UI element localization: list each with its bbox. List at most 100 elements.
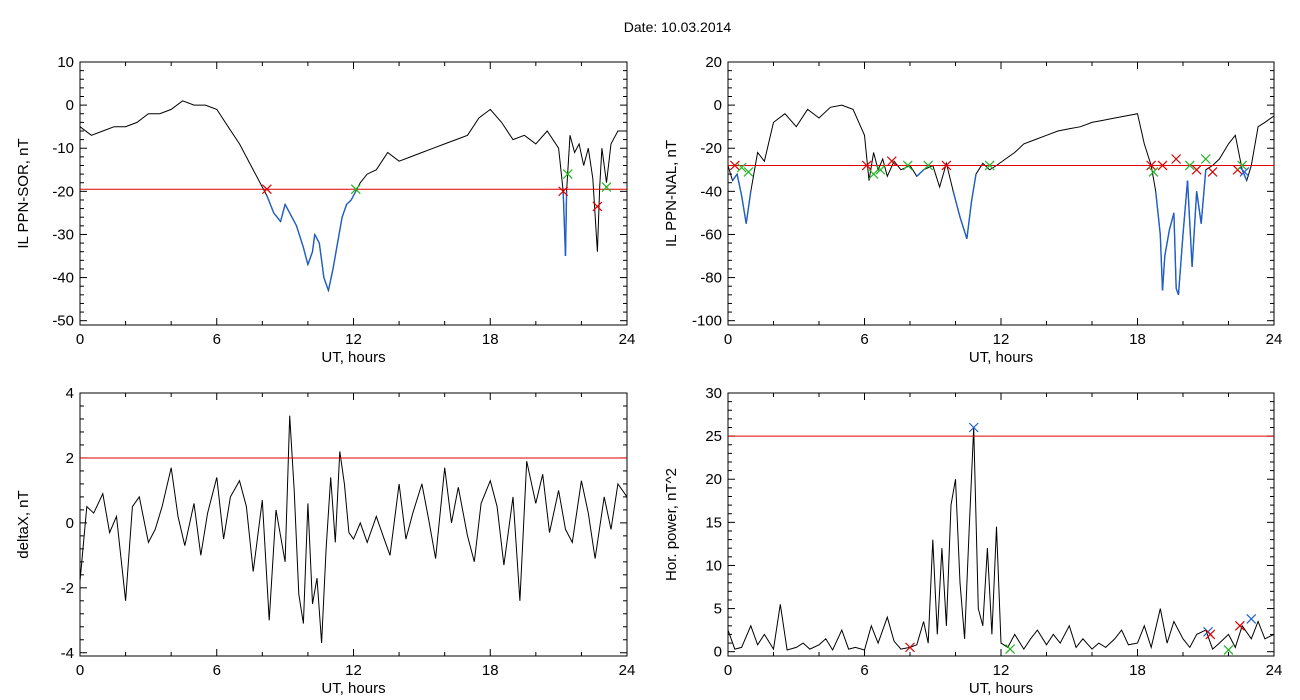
below-threshold-segment xyxy=(332,242,339,270)
cross-marker-green xyxy=(736,162,747,173)
cross-stroke xyxy=(736,162,747,173)
x-tick-label: 0 xyxy=(724,662,732,679)
x-tick-label: 24 xyxy=(1266,331,1283,348)
x-tick-label: 24 xyxy=(1266,662,1283,679)
cross-marker-red xyxy=(729,160,740,171)
y-tick-label: 20 xyxy=(705,54,722,71)
chart-panel-1: 0 6 12 18 24 10 0 -10 -20 -30 -40 -50 UT, hours IL PP… xyxy=(15,54,635,366)
y-tick-label: 5 xyxy=(714,601,722,618)
y-tick-label: -40 xyxy=(52,270,74,287)
y-tick-label: 25 xyxy=(705,428,722,445)
below-threshold-segment xyxy=(327,268,334,291)
below-threshold-segment xyxy=(350,191,357,201)
cross-marker-green xyxy=(350,184,361,195)
below-threshold-segment xyxy=(1159,234,1164,291)
y-tick-label: -20 xyxy=(52,183,74,200)
y-tick-label: 0 xyxy=(714,644,722,661)
below-threshold-segment xyxy=(1182,180,1189,235)
plot-area xyxy=(80,100,627,293)
y-axis-label: IL PPN-SOR, nT xyxy=(15,138,32,248)
cross-stroke xyxy=(1246,613,1257,624)
cross-stroke xyxy=(923,160,934,171)
below-threshold-segment xyxy=(346,199,352,205)
cross-marker-red xyxy=(1171,154,1182,164)
x-tick-label: 18 xyxy=(482,331,499,348)
y-tick-label: 4 xyxy=(66,385,74,402)
y-axis-label: deltaX, nT xyxy=(15,490,32,558)
plot-area xyxy=(728,422,1274,655)
below-threshold-segment xyxy=(1155,191,1161,235)
below-threshold-segment xyxy=(336,217,343,244)
series-line xyxy=(728,427,1274,652)
series-line xyxy=(80,100,627,293)
below-threshold-segment xyxy=(1200,169,1207,224)
cross-marker-green xyxy=(902,160,913,171)
page-title: Date: 10.03.2014 xyxy=(623,19,732,35)
cross-marker-red xyxy=(558,186,569,197)
x-tick-label: 12 xyxy=(993,662,1010,679)
cross-marker-red xyxy=(592,201,603,212)
x-tick-label: 18 xyxy=(482,662,499,679)
cross-stroke xyxy=(743,167,754,177)
x-tick-label: 0 xyxy=(76,662,84,679)
y-tick-label: -10 xyxy=(52,140,74,157)
plot-frame xyxy=(79,392,628,657)
cross-stroke xyxy=(875,164,886,175)
below-threshold-segment xyxy=(564,191,568,257)
cross-stroke xyxy=(1207,167,1218,177)
cross-stroke xyxy=(1148,167,1159,177)
cross-stroke xyxy=(601,182,612,192)
cross-stroke xyxy=(1171,154,1182,164)
x-tick-label: 0 xyxy=(76,331,84,348)
cross-stroke xyxy=(562,169,573,180)
cross-stroke xyxy=(968,422,979,433)
cross-stroke xyxy=(261,184,272,195)
x-tick-label: 6 xyxy=(213,331,221,348)
cross-marker-red xyxy=(1207,167,1218,177)
cross-stroke xyxy=(1205,629,1216,640)
y-tick-label: -60 xyxy=(700,226,722,243)
y-tick-label: -20 xyxy=(700,140,722,157)
cross-marker-green xyxy=(1200,154,1211,164)
cross-marker-blue xyxy=(1239,167,1250,177)
y-tick-label: -100 xyxy=(692,313,722,330)
cross-marker-green xyxy=(743,167,754,177)
cross-stroke xyxy=(350,184,361,195)
x-tick-label: 6 xyxy=(860,331,868,348)
y-axis-label: IL PPN-NAL, nT xyxy=(663,140,680,247)
y-tick-label: -2 xyxy=(61,580,74,597)
cross-marker-green xyxy=(868,169,879,180)
cross-marker-red xyxy=(1157,160,1168,171)
below-threshold-segment xyxy=(1195,191,1202,224)
cross-stroke xyxy=(1200,154,1211,164)
x-tick-label: 12 xyxy=(345,331,362,348)
cross-marker-red xyxy=(1205,629,1216,640)
cross-stroke xyxy=(1146,160,1157,171)
cross-marker-green xyxy=(562,169,573,180)
x-tick-label: 6 xyxy=(213,662,221,679)
x-axis-label: UT, hours xyxy=(969,349,1033,366)
below-threshold-segment xyxy=(1241,169,1248,181)
cross-stroke xyxy=(861,160,872,171)
cross-marker-green xyxy=(601,182,612,192)
below-threshold-segment xyxy=(295,225,305,248)
cross-marker-green xyxy=(1237,160,1248,171)
below-threshold-segment xyxy=(952,191,961,218)
below-threshold-segment xyxy=(1177,234,1184,295)
cross-marker-green xyxy=(875,164,886,175)
below-threshold-segment xyxy=(323,277,330,291)
cross-marker-red xyxy=(1191,164,1202,175)
y-tick-label: 10 xyxy=(705,557,722,574)
cross-marker-red xyxy=(1234,620,1245,631)
chart-panel-3: 0 6 12 18 24 4 2 0 -2 -4 UT, hours deltaX, nT xyxy=(15,385,635,697)
chart-panel-4: 0 6 12 18 24 30 25 20 15 10 5 0 UT, hours Hor. power,… xyxy=(663,385,1282,697)
below-threshold-segment xyxy=(731,173,738,181)
y-tick-label: 0 xyxy=(714,97,722,114)
below-threshold-segment xyxy=(289,212,298,227)
below-threshold-segment xyxy=(745,191,752,224)
cross-marker-green xyxy=(1223,645,1234,655)
cross-marker-red xyxy=(261,184,272,195)
below-threshold-segment xyxy=(1161,255,1166,291)
cross-stroke xyxy=(886,156,897,167)
